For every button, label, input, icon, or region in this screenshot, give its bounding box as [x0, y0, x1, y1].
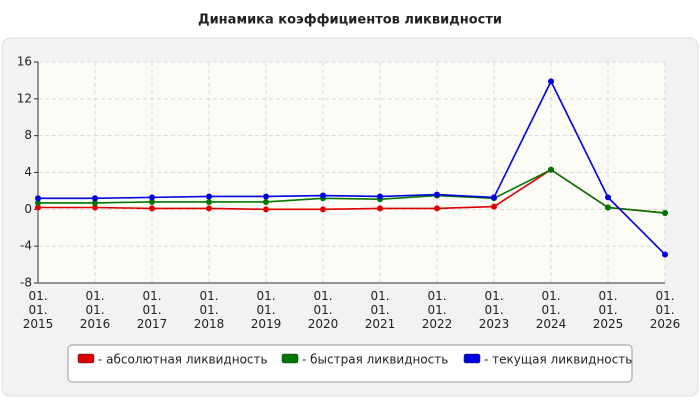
- data-point: [263, 193, 269, 200]
- y-tick-label: -8: [20, 276, 32, 290]
- y-tick-label: 8: [24, 128, 32, 142]
- data-point: [377, 193, 383, 200]
- data-point: [434, 191, 440, 198]
- legend-label: - быстрая ликвидность: [302, 353, 448, 367]
- plot-area: [38, 62, 665, 283]
- legend-box: [67, 344, 633, 383]
- data-point: [149, 205, 155, 212]
- legend-swatch: [281, 353, 299, 364]
- data-point: [662, 251, 668, 258]
- data-point: [605, 194, 611, 201]
- data-point: [491, 203, 497, 210]
- legend-swatch: [77, 353, 95, 364]
- data-point: [377, 205, 383, 212]
- y-tick-label: 12: [17, 91, 32, 105]
- y-tick-label: 0: [24, 202, 32, 216]
- x-tick-label: 01. 01. 2019: [250, 289, 282, 331]
- data-point: [35, 195, 41, 202]
- data-point: [92, 204, 98, 211]
- x-tick-label: 01. 01. 2023: [478, 289, 510, 331]
- data-point: [206, 198, 212, 205]
- data-point: [605, 204, 611, 211]
- data-point: [149, 194, 155, 201]
- data-point: [35, 204, 41, 211]
- y-tick-label: -4: [20, 239, 32, 253]
- data-point: [149, 198, 155, 205]
- series-line: [38, 168, 666, 214]
- data-point: [263, 206, 269, 213]
- legend-swatch: [463, 353, 481, 364]
- x-tick-label: 01. 01. 2020: [307, 289, 339, 331]
- data-point: [263, 198, 269, 205]
- x-tick-label: 01. 01. 2021: [364, 289, 396, 331]
- data-point: [548, 78, 554, 85]
- data-point: [35, 199, 41, 206]
- data-point: [434, 205, 440, 212]
- x-tick-label: 01. 01. 2016: [79, 289, 111, 331]
- data-point: [491, 194, 497, 201]
- x-tick-label: 01. 01. 2017: [136, 289, 168, 331]
- x-tick-label: 01. 01. 2025: [592, 289, 624, 331]
- data-point: [92, 195, 98, 202]
- data-point: [320, 192, 326, 199]
- y-tick-label: 16: [17, 55, 32, 69]
- x-tick-label: 01. 01. 2015: [22, 289, 54, 331]
- x-tick-label: 01. 01. 2026: [649, 289, 681, 331]
- data-point: [320, 206, 326, 213]
- data-point: [206, 193, 212, 200]
- legend-label: - текущая ликвидность: [484, 353, 632, 367]
- data-point: [662, 210, 668, 217]
- data-point: [206, 205, 212, 212]
- data-point: [548, 166, 554, 173]
- chart-title: Динамика коэффициентов ликвидности: [198, 13, 502, 28]
- y-tick-label: 4: [24, 165, 32, 179]
- legend-label: - абсолютная ликвидность: [98, 353, 268, 367]
- data-point: [92, 199, 98, 206]
- x-tick-label: 01. 01. 2018: [193, 289, 225, 331]
- x-tick-label: 01. 01. 2022: [421, 289, 453, 331]
- x-tick-label: 01. 01. 2024: [535, 289, 567, 331]
- series-line: [38, 79, 666, 256]
